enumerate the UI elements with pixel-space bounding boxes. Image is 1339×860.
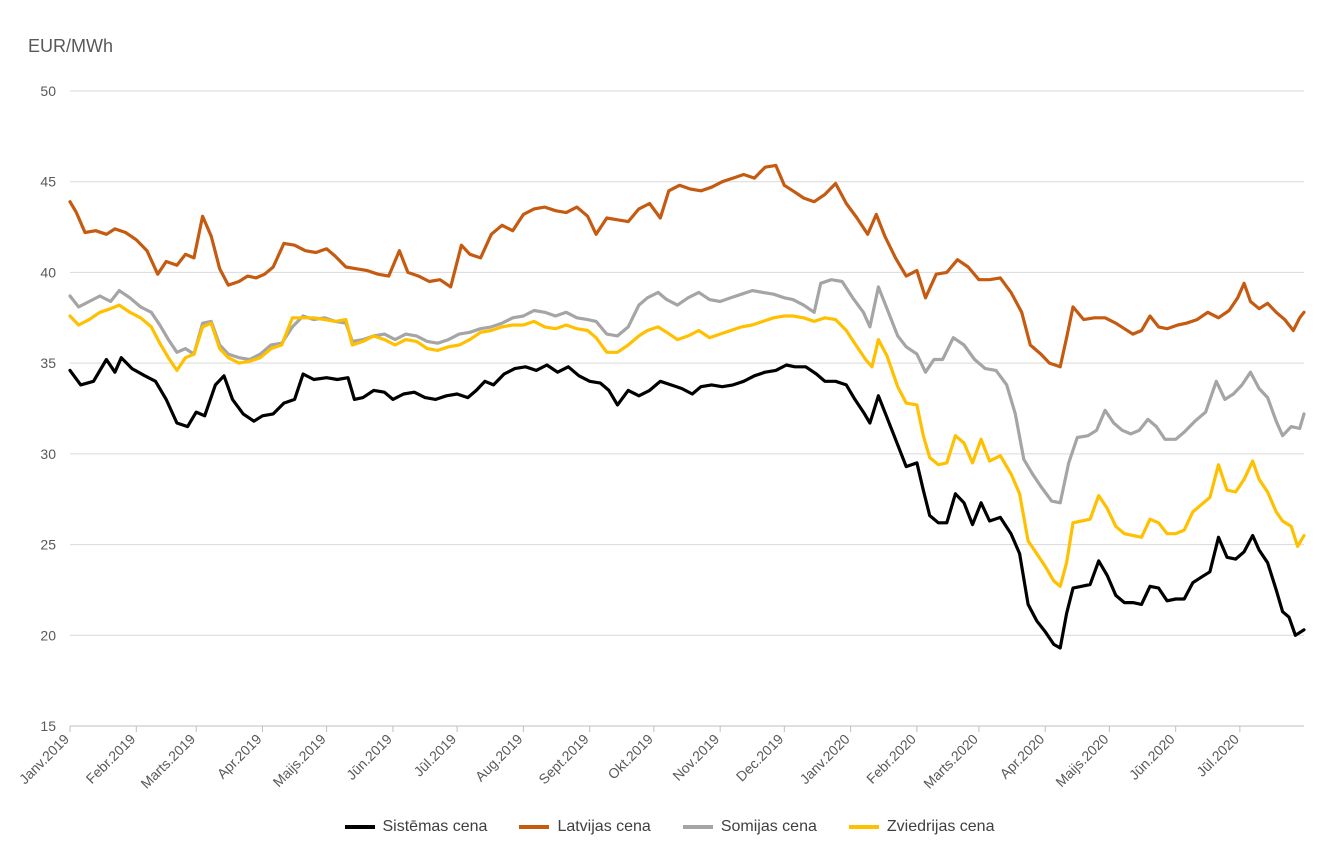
y-tick-label: 15 [40,718,56,734]
series-line-latvijas [68,163,1306,369]
y-tick-label: 45 [40,174,56,190]
legend-label-zviedrijas: Zviedrijas cena [886,818,995,835]
legend-label-latvijas: Latvijas cena [557,818,651,835]
legend-label-sistemas: Sistēmas cena [382,818,488,835]
legend-swatch-sistemas [344,825,375,829]
x-tick-label: Jūn.2019 [343,731,395,783]
x-tick-label: Janv.2020 [796,731,852,787]
x-tick-label: Marts.2019 [137,731,198,792]
x-tick-label: Apr.2019 [214,731,265,782]
series-line-somijas [68,278,1306,505]
x-tick-label: Apr.2020 [996,731,1047,782]
x-tick-label: Nov.2019 [669,731,722,784]
x-axis: Janv.2019 Febr.2019 Marts.2019 Apr.2019 Maij… [16,726,1242,792]
y-tick-label: 40 [40,264,56,280]
x-tick-label: Febr.2020 [863,731,919,787]
series-line-zviedrijas [68,303,1306,588]
x-tick-label: Maijs.2020 [1052,731,1111,790]
legend-swatch-zviedrijas [848,825,879,829]
x-tick-label: Jūl.2020 [1193,731,1242,780]
y-tick-label: 50 [40,83,56,99]
gridlines [70,90,1304,727]
legend-item-latvijas: Latvijas cena [519,818,651,836]
y-tick-label: 35 [40,355,56,371]
x-tick-label: Okt.2019 [604,731,656,783]
legend-label-somijas: Somijas cena [720,818,817,835]
x-tick-label: Jūn.2020 [1126,731,1178,783]
x-tick-label: Maijs.2019 [270,731,329,790]
x-tick-label: Jūl.2019 [410,731,459,780]
y-tick-label: 25 [40,537,56,553]
legend-swatch-somijas [682,825,713,829]
legend-swatch-latvijas [519,825,550,829]
x-tick-label: Febr.2019 [83,731,139,787]
legend-item-sistemas: Sistēmas cena [344,818,488,836]
x-tick-label: Dec.2019 [733,731,787,785]
x-tick-label: Aug.2019 [472,731,526,785]
legend-item-zviedrijas: Zviedrijas cena [848,818,995,836]
x-tick-label: Janv.2019 [16,731,72,787]
legend: Sistēmas cena Latvijas cena Somijas cena… [0,818,1339,836]
x-tick-label: Marts.2020 [920,731,981,792]
series-lines [68,163,1306,650]
series-line-sistēmas [68,356,1306,650]
x-tick-label: Sept.2019 [535,731,592,788]
y-axis-unit-label: EUR/MWh [28,36,113,56]
legend-item-somijas: Somijas cena [682,818,817,836]
y-tick-label: 20 [40,627,56,643]
y-axis-ticks: 15 20 25 30 35 40 45 50 [40,83,56,734]
y-tick-label: 30 [40,446,56,462]
